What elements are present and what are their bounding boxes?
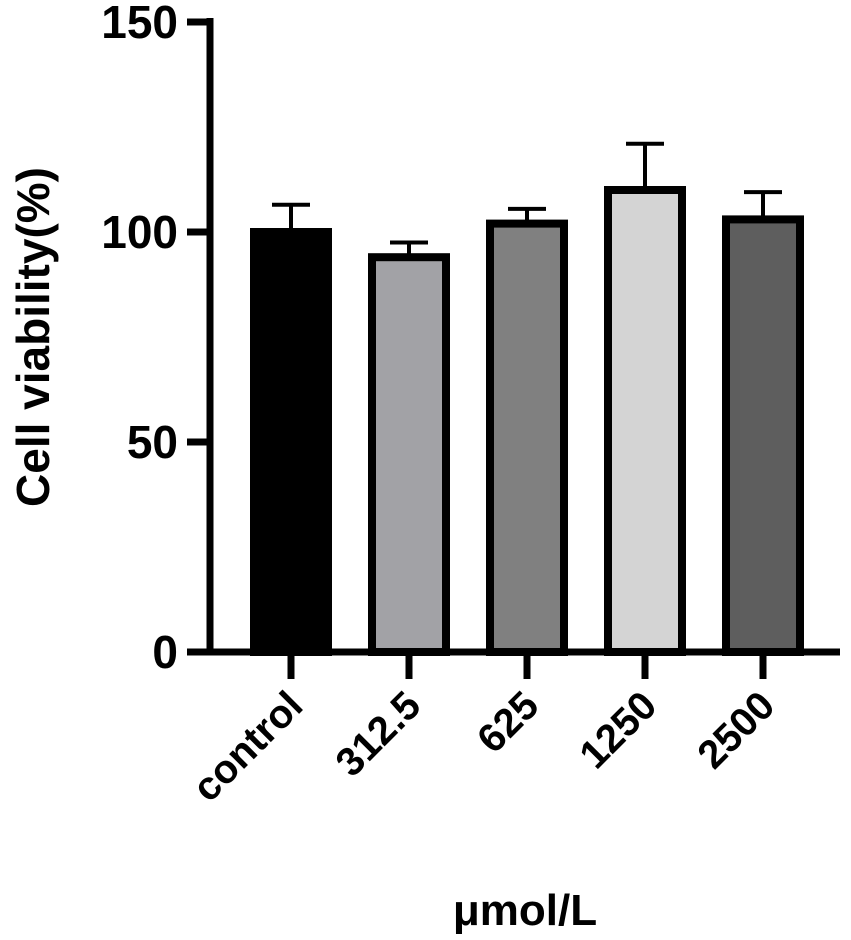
y-tick-label: 150 <box>101 0 178 48</box>
x-tick-label: control <box>184 683 311 810</box>
x-tick-label: 2500 <box>689 683 783 777</box>
bar <box>722 215 804 656</box>
x-tick-label: 312.5 <box>327 683 429 785</box>
bars <box>250 141 804 656</box>
y-axis-title: Cell viability(%) <box>7 167 59 507</box>
y-tick-label: 100 <box>101 206 178 258</box>
y-tick-label: 50 <box>127 416 178 468</box>
y-ticks: 0 50 100 150 <box>101 0 210 678</box>
bar <box>368 253 450 656</box>
bar <box>250 228 332 656</box>
bar <box>486 219 568 656</box>
x-ticks: control 312.5 625 1250 2500 <box>184 652 783 810</box>
y-tick-label: 0 <box>152 626 178 678</box>
bar <box>604 186 686 656</box>
x-tick-label: 625 <box>469 683 547 761</box>
x-tick-label: 1250 <box>571 683 665 777</box>
x-axis-title: μmol/L <box>453 886 597 935</box>
